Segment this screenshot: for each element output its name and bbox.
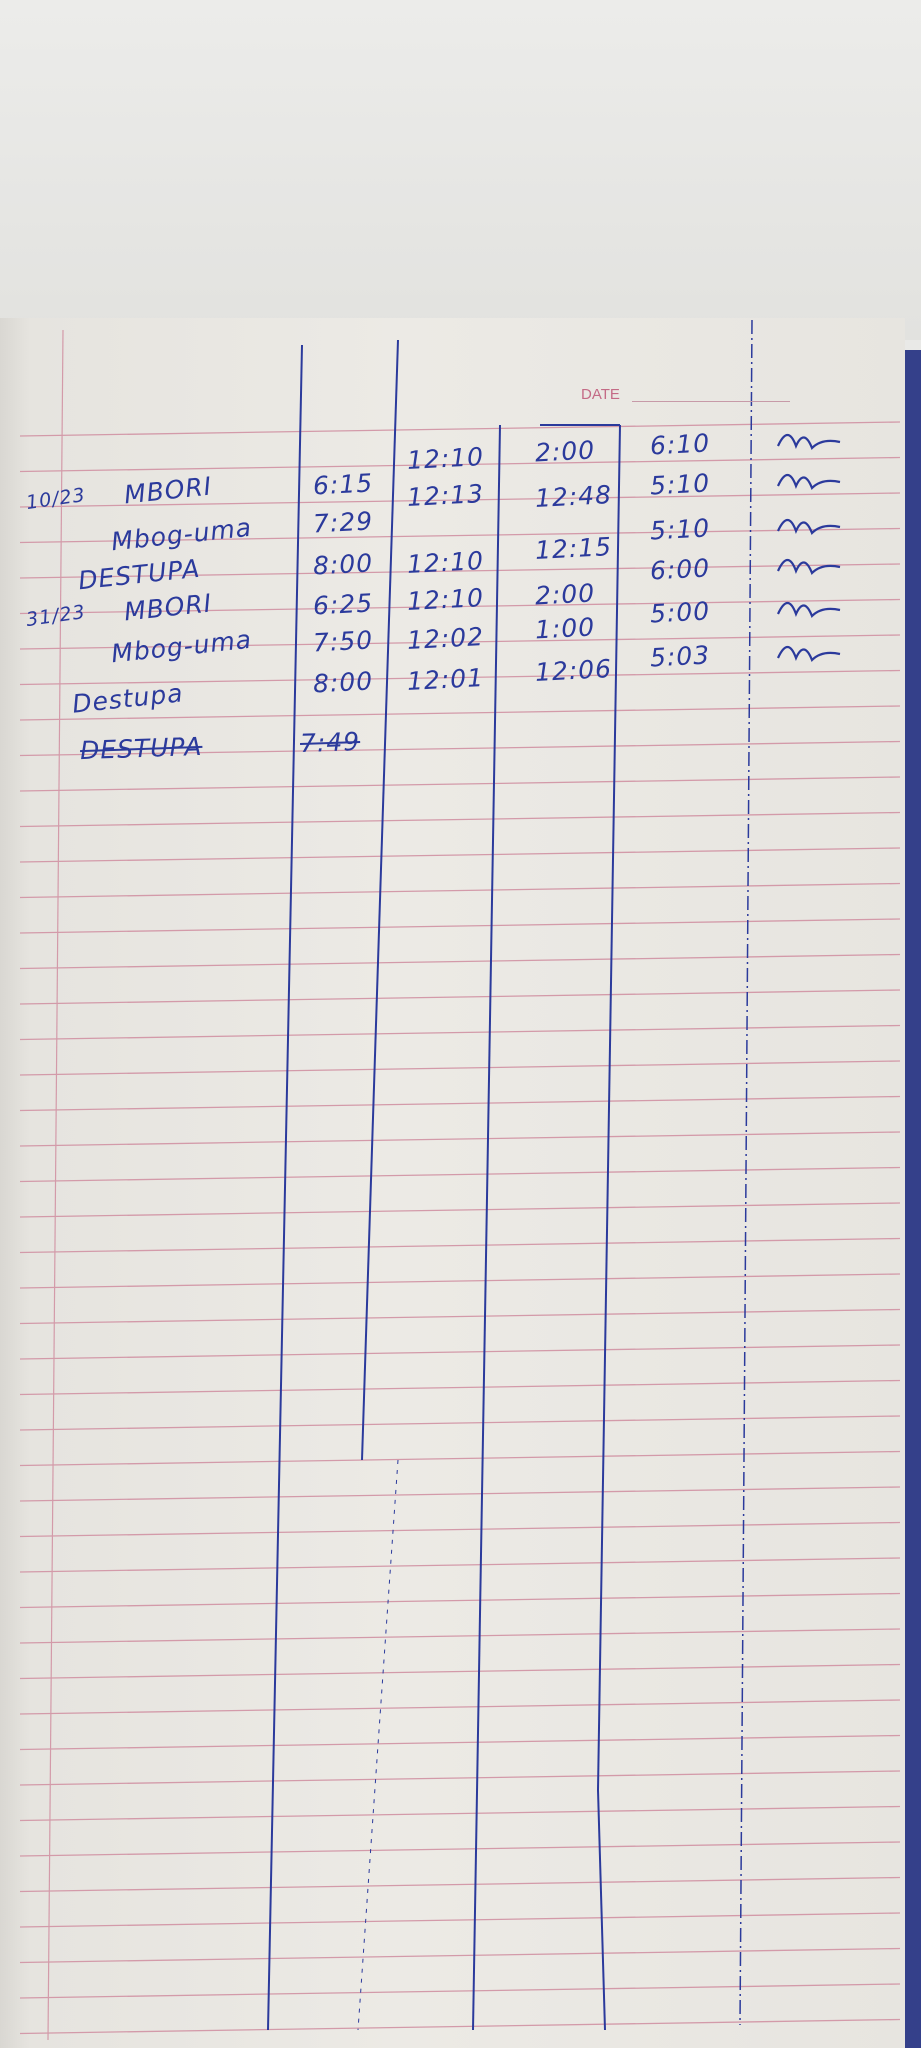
column-line	[472, 424, 501, 2031]
ruled-line	[19, 1415, 901, 1431]
column-line	[357, 1459, 399, 2031]
signature-mark	[776, 473, 841, 490]
date-label: DATE	[581, 386, 620, 403]
notebook-cover	[900, 350, 921, 2048]
ruled-line	[19, 1734, 901, 1751]
signature-mark	[776, 601, 841, 618]
entry-time: 2:00	[534, 578, 596, 611]
entry-time: 12:13	[406, 479, 485, 512]
entry-time: 12:10	[406, 546, 485, 579]
ruled-line	[19, 1450, 901, 1467]
ruled-line	[19, 669, 901, 686]
ruled-line	[19, 989, 901, 1005]
ruled-line	[19, 847, 901, 863]
entry-time: 6:25	[312, 588, 374, 621]
entry-time: 12:15	[534, 532, 613, 565]
entry-time: 12:10	[406, 583, 485, 616]
background-wall	[0, 0, 921, 340]
ruled-line	[19, 1024, 901, 1041]
ruled-line	[19, 740, 901, 757]
entry-time: 5:10	[649, 468, 711, 501]
entry-time: 8:00	[312, 666, 374, 699]
signature-mark	[776, 645, 841, 662]
ruled-line	[19, 918, 901, 934]
ruled-line	[19, 634, 901, 650]
ruled-line	[19, 776, 901, 792]
entry-time: 12:01	[406, 663, 485, 696]
ruled-line	[19, 1876, 901, 1893]
entry-time: 5:00	[649, 596, 711, 629]
ruled-line	[19, 1202, 901, 1218]
ruled-line	[19, 1557, 901, 1573]
ruled-line	[19, 492, 901, 508]
ruled-line	[19, 598, 901, 615]
ruled-line	[19, 1699, 901, 1715]
ruled-line	[19, 953, 901, 970]
ruled-line	[19, 1805, 901, 1822]
ruled-line	[19, 421, 901, 437]
entry-time: 6:00	[649, 553, 711, 586]
entry-time: 8:00	[312, 548, 374, 581]
entry-time: 12:10	[406, 442, 485, 475]
ruled-line	[19, 705, 901, 721]
ruled-line	[19, 1592, 901, 1609]
entry-time: 7:29	[312, 506, 374, 539]
ruled-line	[19, 1095, 901, 1112]
struck-entry-time: 7:49	[299, 726, 361, 759]
entry-time: 1:00	[534, 612, 596, 645]
ruled-line	[19, 1131, 901, 1147]
entry-time: 7:50	[312, 625, 374, 658]
ruled-line	[19, 1841, 901, 1857]
entry-time: 5:10	[649, 513, 711, 546]
ruled-line	[19, 1273, 901, 1289]
ruled-line	[19, 1379, 901, 1396]
struck-entry-name: DESTUPA	[79, 731, 203, 766]
signature-mark	[776, 433, 841, 450]
signature-mark	[776, 518, 841, 535]
column-line	[597, 424, 621, 1791]
ruled-line	[19, 1663, 901, 1680]
entry-time: 12:02	[406, 622, 485, 655]
ruled-line	[19, 563, 901, 579]
margin-line	[47, 329, 64, 2041]
column-line	[739, 319, 753, 2026]
entry-time: 6:10	[649, 428, 711, 461]
ruled-line	[19, 1060, 901, 1076]
entry-time: 5:03	[649, 640, 711, 673]
ruled-line	[19, 1947, 901, 1964]
column-line	[267, 344, 303, 2031]
ruled-line	[19, 1486, 901, 1502]
column-line	[597, 1789, 606, 2031]
ruled-line	[19, 1308, 901, 1325]
ruled-line	[19, 456, 901, 473]
ruled-line	[19, 1521, 901, 1538]
date-line	[632, 401, 790, 402]
ruled-line	[19, 1628, 901, 1644]
entry-time: 12:48	[534, 480, 613, 513]
ruled-line	[19, 1983, 901, 1999]
ruled-line	[19, 527, 901, 544]
ruled-line	[19, 811, 901, 828]
ruled-line	[19, 1344, 901, 1360]
entry-time: 2:00	[534, 435, 596, 468]
ruled-line	[19, 882, 901, 899]
entry-time: 6:15	[312, 468, 374, 501]
ruled-line	[19, 1237, 901, 1254]
signature-mark	[776, 558, 841, 575]
entry-time: 12:06	[534, 654, 613, 687]
ruled-line	[19, 1770, 901, 1786]
column-line	[361, 339, 399, 1461]
ruled-line	[19, 1166, 901, 1183]
ruled-line	[19, 1912, 901, 1928]
ruled-line	[19, 2018, 901, 2035]
